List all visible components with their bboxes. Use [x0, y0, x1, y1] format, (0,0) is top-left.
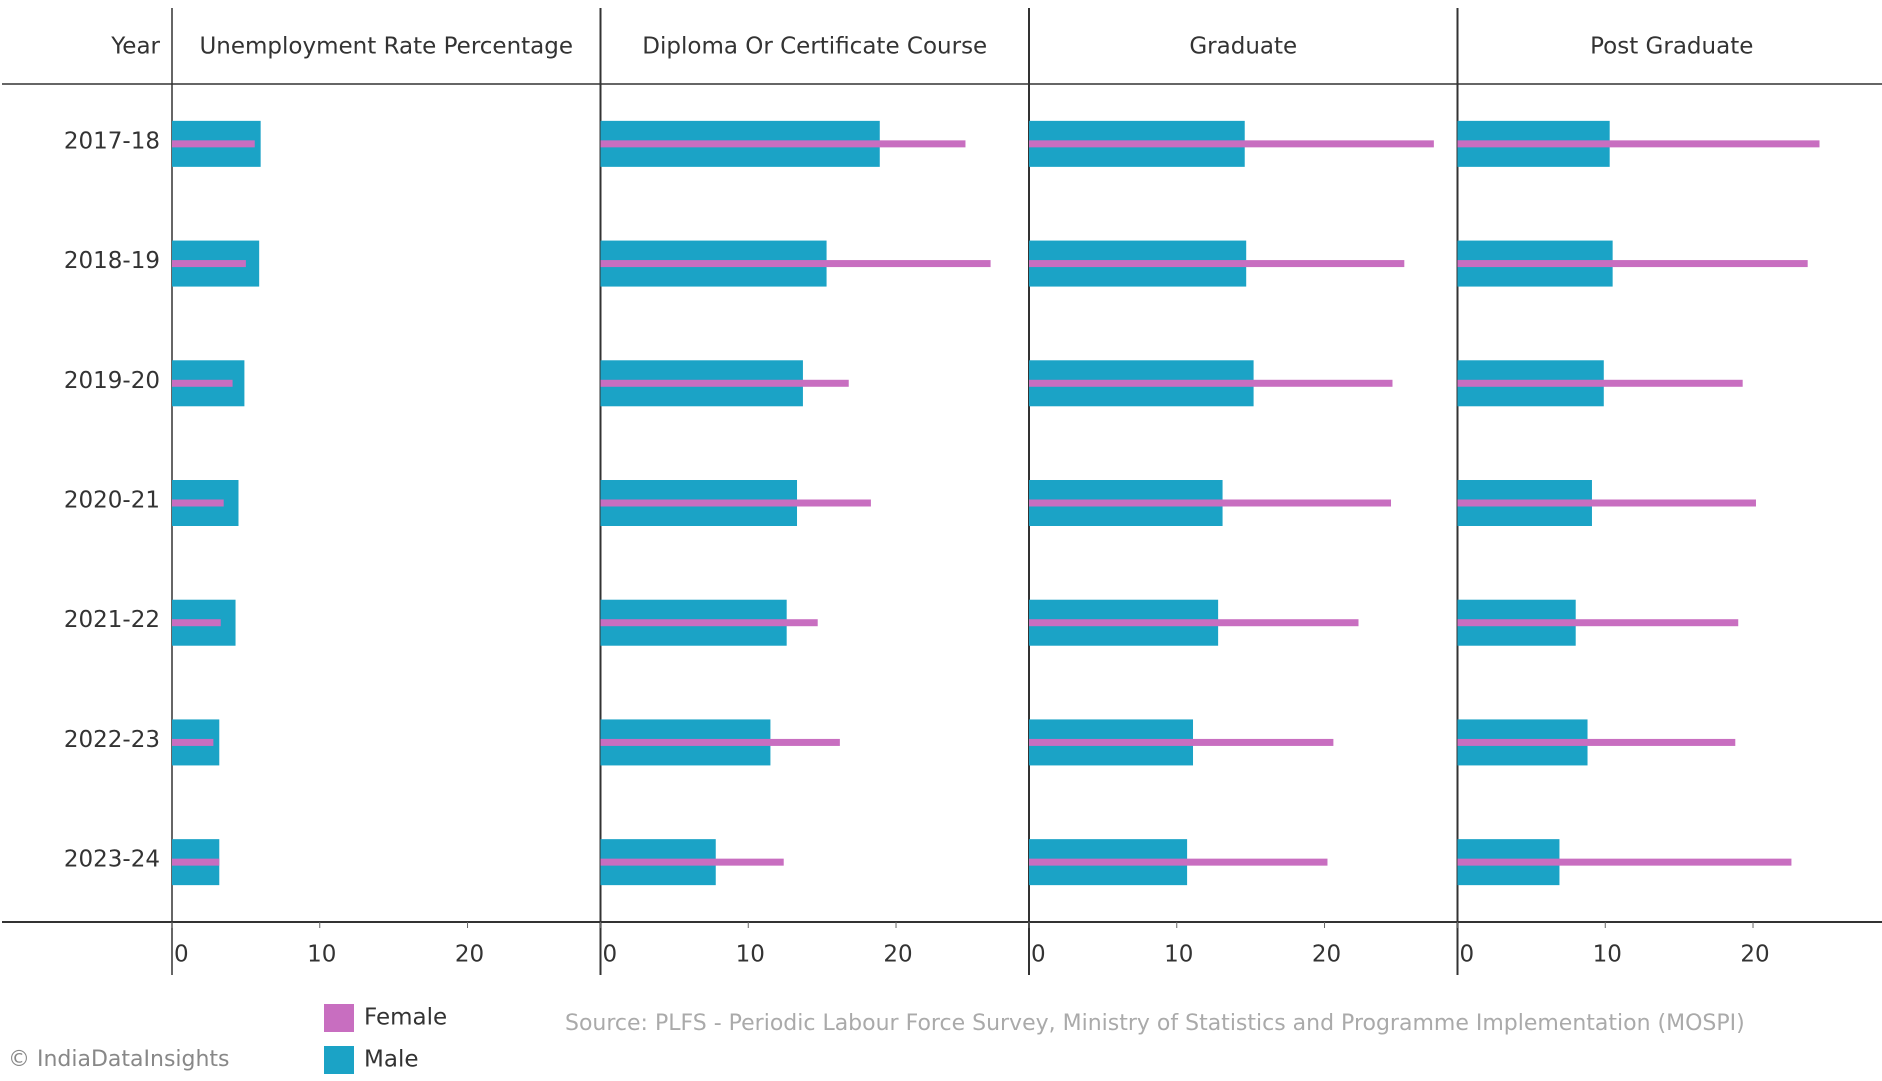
x-tick-label: 10 — [307, 942, 336, 968]
panel-title: Unemployment Rate Percentage — [199, 34, 573, 60]
bar — [600, 379, 849, 387]
bar — [172, 738, 214, 746]
bar — [172, 858, 220, 866]
bar — [1029, 379, 1393, 387]
bar — [1029, 140, 1434, 148]
year-label: 2018-19 — [64, 248, 160, 274]
bar — [172, 260, 246, 268]
bar — [1029, 858, 1328, 866]
legend-swatch — [324, 1046, 354, 1074]
year-label: 2021-22 — [64, 607, 160, 633]
bar — [1029, 619, 1359, 627]
x-tick-label: 0 — [1460, 942, 1475, 968]
bar — [1457, 499, 1756, 507]
x-tick-label: 0 — [1031, 942, 1046, 968]
panel-title: Post Graduate — [1590, 34, 1753, 60]
x-tick-label: 0 — [174, 942, 189, 968]
bar — [172, 499, 224, 507]
panel-title: Diploma Or Certificate Course — [642, 34, 987, 60]
bar — [1457, 379, 1743, 387]
x-tick-label: 10 — [1593, 942, 1622, 968]
x-tick-label: 20 — [883, 942, 912, 968]
year-label: 2023-24 — [64, 847, 160, 873]
bar — [172, 379, 233, 387]
bar — [600, 738, 840, 746]
bar — [1457, 140, 1820, 148]
x-tick-label: 20 — [455, 942, 484, 968]
x-tick-label: 0 — [603, 942, 618, 968]
bar — [1457, 619, 1739, 627]
bar — [600, 499, 871, 507]
source: Source: PLFS - Periodic Labour Force Sur… — [565, 1011, 1745, 1036]
x-tick-label: 20 — [1740, 942, 1769, 968]
x-tick-label: 10 — [736, 942, 765, 968]
legend-swatch — [324, 1004, 354, 1032]
bar — [1457, 738, 1736, 746]
credit: © IndiaDataInsights — [8, 1047, 230, 1072]
x-tick-label: 10 — [1164, 942, 1193, 968]
bar — [1457, 858, 1792, 866]
year-label: 2020-21 — [64, 488, 160, 514]
bar — [1457, 260, 1808, 268]
bar — [600, 858, 784, 866]
bar — [600, 260, 991, 268]
row-header: Year — [110, 34, 160, 60]
bar — [172, 140, 255, 148]
bar — [600, 140, 966, 148]
year-label: 2022-23 — [64, 727, 160, 753]
bar — [600, 619, 818, 627]
x-tick-label: 20 — [1312, 942, 1341, 968]
legend-label: Male — [364, 1047, 418, 1073]
legend-label: Female — [364, 1005, 447, 1031]
year-label: 2019-20 — [64, 368, 160, 394]
bar — [1029, 738, 1334, 746]
year-label: 2017-18 — [64, 128, 160, 154]
panel-title: Graduate — [1189, 34, 1297, 60]
bar — [1029, 499, 1392, 507]
bar — [172, 619, 221, 627]
bar — [1029, 260, 1405, 268]
